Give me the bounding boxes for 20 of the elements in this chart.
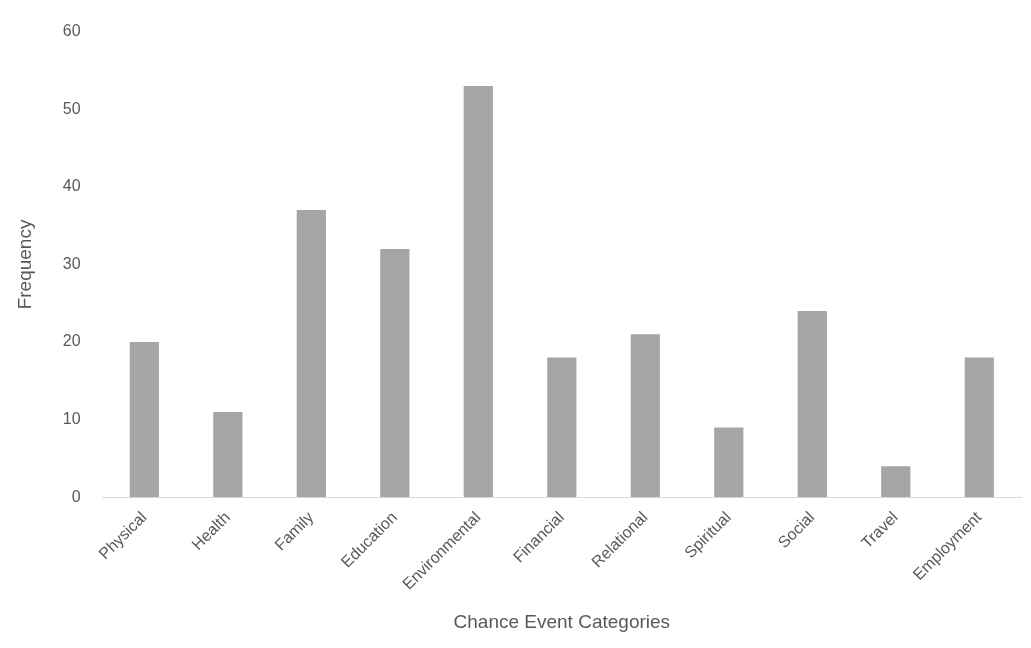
y-tick-label: 20: [62, 332, 81, 350]
x-axis-title: Chance Event Categories: [453, 610, 671, 632]
bar: [296, 210, 326, 498]
y-axis-title: Frequency: [13, 219, 35, 310]
bar: [129, 342, 159, 498]
bar: [463, 85, 493, 498]
y-tick-label: 60: [62, 22, 81, 40]
bar: [547, 357, 577, 498]
y-tick-label: 30: [62, 254, 81, 272]
bar: [630, 334, 660, 498]
bar: [213, 411, 243, 498]
bar: [881, 466, 911, 498]
bar: [964, 357, 994, 498]
bar: [380, 248, 410, 498]
y-tick-label: 0: [71, 487, 81, 505]
y-tick-label: 50: [62, 99, 81, 117]
bar: [714, 427, 744, 498]
y-tick-label: 10: [62, 410, 81, 428]
y-tick-label: 40: [62, 177, 81, 195]
bar: [797, 311, 827, 498]
